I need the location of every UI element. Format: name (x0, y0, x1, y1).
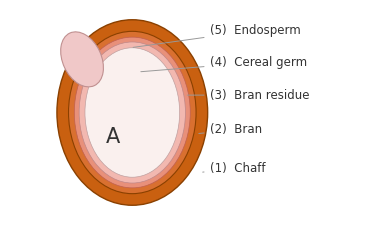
Text: (1)  Chaff: (1) Chaff (203, 162, 265, 175)
Ellipse shape (85, 48, 179, 177)
Text: (4)  Cereal germ: (4) Cereal germ (141, 56, 307, 72)
Text: (2)  Bran: (2) Bran (199, 123, 262, 136)
Ellipse shape (69, 31, 196, 194)
Text: (5)  Endosperm: (5) Endosperm (133, 24, 300, 47)
Text: (3)  Bran residue: (3) Bran residue (187, 89, 309, 102)
Ellipse shape (57, 20, 208, 205)
Ellipse shape (61, 32, 103, 87)
Ellipse shape (75, 37, 190, 188)
Text: A: A (106, 127, 120, 147)
Ellipse shape (79, 42, 185, 183)
